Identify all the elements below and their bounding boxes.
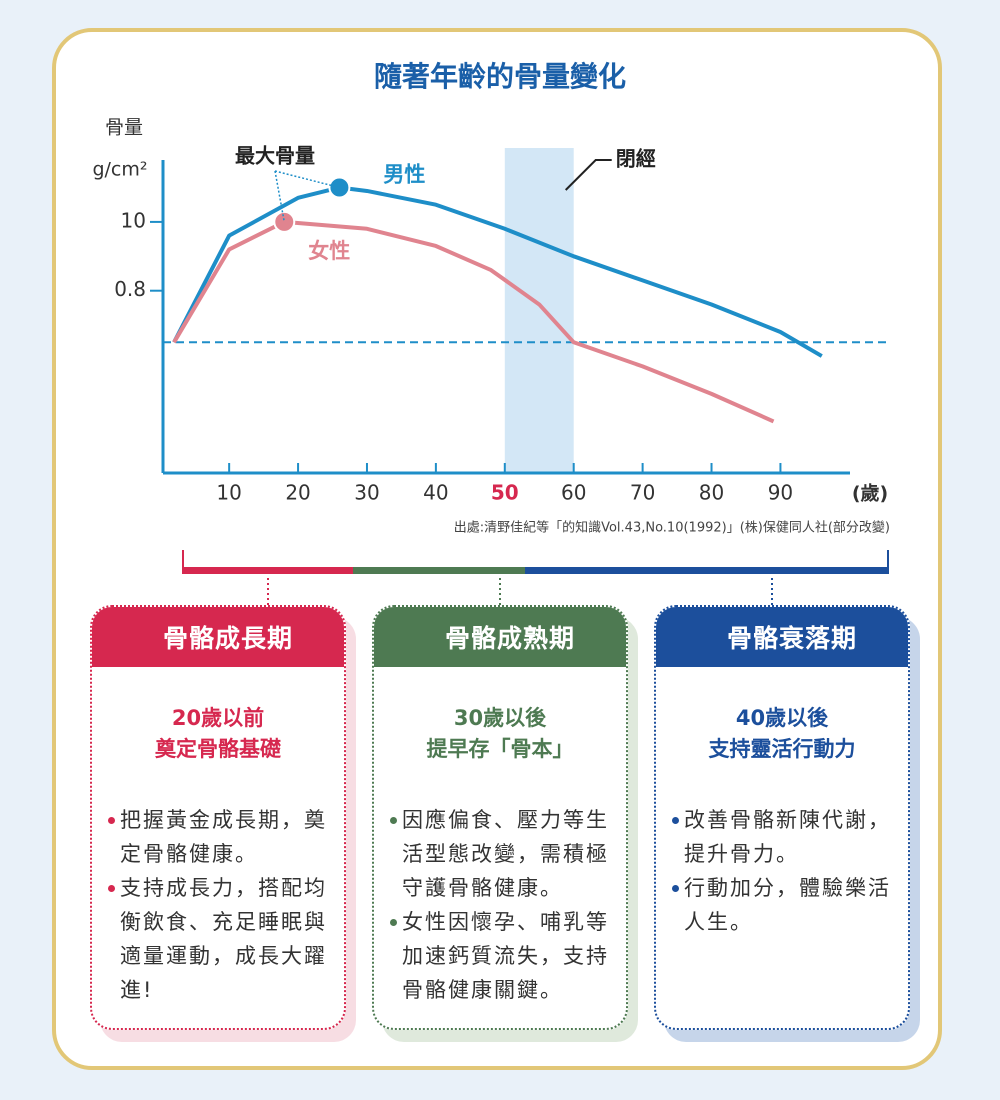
card-heading: 20歲以前奠定骨骼基礎 — [92, 703, 344, 765]
line — [172, 185, 823, 358]
card-title: 骨骼衰落期 — [656, 607, 908, 667]
chart-title: 隨著年齡的骨量變化 — [374, 60, 626, 93]
y-label: 骨量 — [105, 117, 143, 139]
x-tick-label: 50 — [491, 481, 519, 505]
x-tick-label: 30 — [354, 481, 379, 505]
heading-line: 20歲以前 — [171, 706, 265, 730]
bullet: 因應偏食、壓力等生活型態改變，需積極守護骨骼健康。 — [390, 803, 610, 905]
x-tick-label: 90 — [768, 481, 793, 505]
annotation-line — [564, 159, 612, 191]
series-label: 女性 — [308, 239, 350, 263]
bullet: 改善骨骼新陳代謝，提升骨力。 — [672, 803, 892, 871]
heading-line: 提早存「骨本」 — [426, 737, 574, 761]
card: 骨骼成熟期 30歲以後提早存「骨本」因應偏食、壓力等生活型態改變，需積極守護骨骼健… — [372, 605, 628, 1030]
x-tick-label: 20 — [285, 481, 310, 505]
band-label: 閉經 — [616, 147, 656, 171]
menopause-band — [504, 148, 574, 473]
timeline-segment — [525, 567, 888, 574]
bullets: 因應偏食、壓力等生活型態改變，需積極守護骨骼健康。 女性因懷孕、哺乳等加速鈣質流失… — [374, 803, 626, 1007]
heading-line: 奠定骨骼基礎 — [155, 737, 281, 761]
bullet: 女性因懷孕、哺乳等加速鈣質流失，支持骨骼健康關鍵。 — [390, 905, 610, 1007]
heading-line: 支持靈活行動力 — [708, 737, 856, 761]
series-label: 男性 — [383, 163, 425, 187]
y-tick-label: 10 — [121, 208, 146, 232]
card-title: 骨骼成熟期 — [374, 607, 626, 667]
timeline-segment — [353, 567, 525, 574]
x-tick-label: 40 — [423, 481, 448, 505]
annotation-line — [274, 170, 286, 223]
x-tick-label: 10 — [216, 481, 241, 505]
timeline-segment — [183, 567, 353, 574]
peak-marker — [328, 176, 351, 199]
card-title: 骨骼成長期 — [92, 607, 344, 667]
heading-line: 40歲以後 — [735, 706, 829, 730]
bullets: 把握黃金成長期，奠定骨骼健康。 支持成長力，搭配均衡飲食、充足睡眠與適量運動，成長… — [92, 803, 344, 1007]
annotation-line — [274, 170, 340, 189]
y-tick-label: 0.8 — [114, 277, 146, 301]
card: 骨骼成長期 20歲以前奠定骨骼基礎把握黃金成長期，奠定骨骼健康。 支持成長力，搭配均… — [90, 605, 346, 1030]
x-tick-label: 60 — [561, 481, 586, 505]
x-label: (歲) — [852, 482, 888, 505]
heading-line: 30歲以後 — [453, 706, 547, 730]
source: 出處:清野佳紀等「的知識Vol.43,No.10(1992)」(株)保健同人社(… — [454, 520, 890, 536]
card-heading: 40歲以後支持靈活行動力 — [656, 703, 908, 765]
bullet: 把握黃金成長期，奠定骨骼健康。 — [108, 803, 328, 871]
bullets: 改善骨骼新陳代謝，提升骨力。 行動加分，體驗樂活人生。 — [656, 803, 908, 939]
x-tick-label: 70 — [630, 481, 655, 505]
x-tick-label: 80 — [699, 481, 724, 505]
line — [172, 219, 775, 424]
bullet: 支持成長力，搭配均衡飲食、充足睡眠與適量運動，成長大躍進! — [108, 871, 328, 1007]
peak-label: 最大骨量 — [235, 144, 315, 168]
bullet: 行動加分，體驗樂活人生。 — [672, 871, 892, 939]
y-unit: g/cm² — [92, 159, 147, 181]
peak-marker — [273, 210, 296, 233]
card-heading: 30歲以後提早存「骨本」 — [374, 703, 626, 765]
card: 骨骼衰落期 40歲以後支持靈活行動力改善骨骼新陳代謝，提升骨力。 行動加分，體驗樂活… — [654, 605, 910, 1030]
